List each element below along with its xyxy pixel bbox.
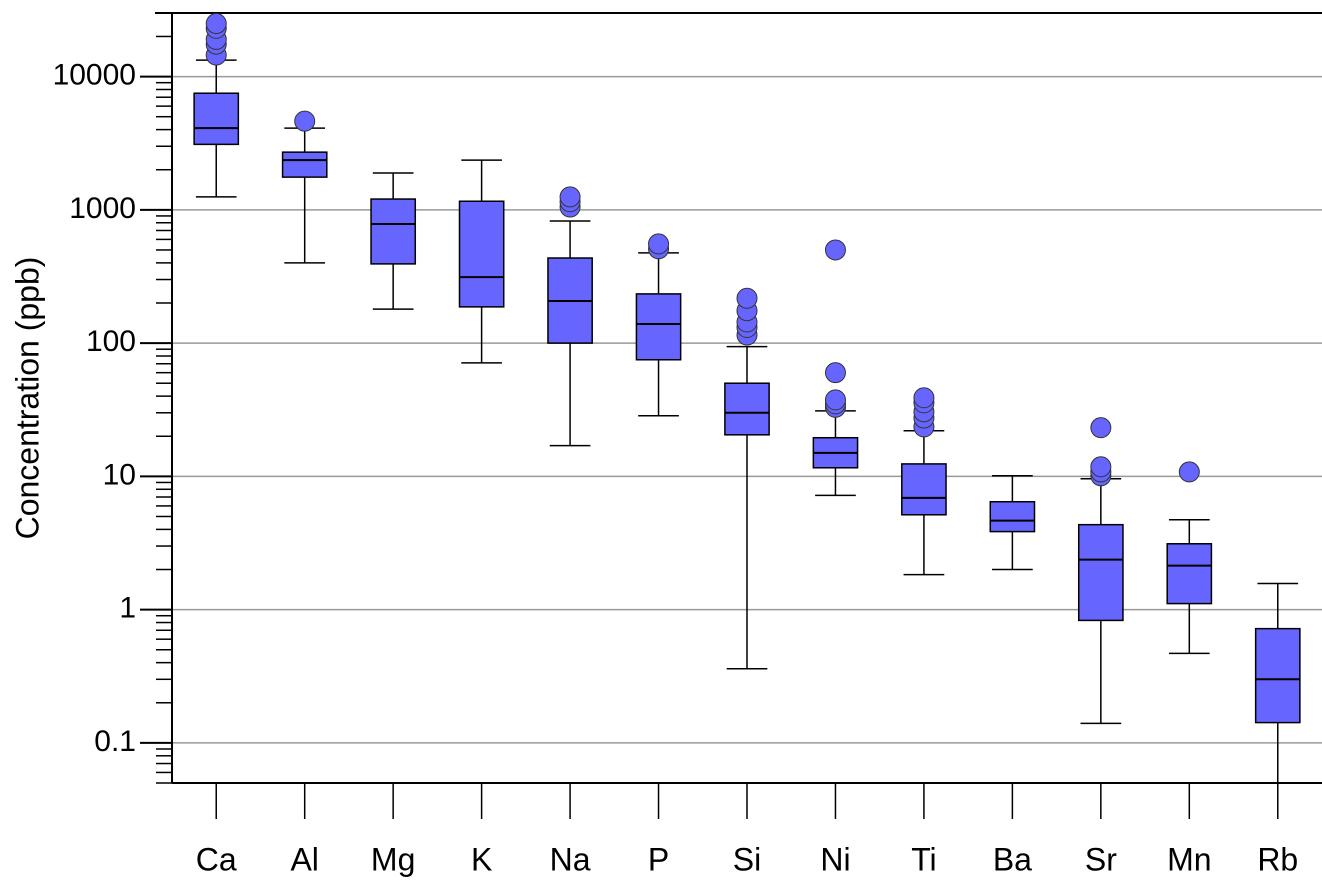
outlier bbox=[913, 387, 935, 409]
box bbox=[1254, 627, 1301, 724]
x-tick-label: Rb bbox=[1257, 841, 1298, 877]
x-tick-label: Na bbox=[550, 841, 591, 877]
x-tick-label: Mg bbox=[371, 841, 415, 877]
outlier bbox=[1090, 417, 1112, 439]
y-tick-label: 1000 bbox=[69, 192, 136, 225]
outlier bbox=[294, 110, 316, 132]
box bbox=[458, 200, 505, 308]
box bbox=[193, 92, 240, 146]
outlier bbox=[1090, 456, 1112, 478]
box bbox=[989, 500, 1036, 533]
x-tick-label: Ni bbox=[820, 841, 850, 877]
outlier bbox=[824, 239, 846, 261]
y-tick-label: 10000 bbox=[53, 59, 136, 92]
box bbox=[1077, 523, 1124, 622]
x-tick-label: Al bbox=[290, 841, 318, 877]
x-tick-label: K bbox=[471, 841, 492, 877]
y-tick-label: 100 bbox=[86, 325, 136, 358]
y-tick-label: 10 bbox=[103, 458, 136, 491]
box bbox=[1166, 543, 1213, 605]
x-tick-label: Ca bbox=[196, 841, 237, 877]
outlier bbox=[824, 389, 846, 411]
outlier bbox=[205, 13, 227, 35]
x-tick-label: Ba bbox=[993, 841, 1032, 877]
box bbox=[724, 382, 770, 436]
x-tick-label: Ti bbox=[911, 841, 936, 877]
outlier bbox=[1178, 461, 1200, 483]
x-tick-label: P bbox=[648, 841, 669, 877]
x-tick-label: Mn bbox=[1167, 841, 1211, 877]
y-tick-label: 1 bbox=[119, 592, 136, 625]
outlier bbox=[559, 186, 581, 208]
y-axis-label: Concentration (ppb) bbox=[9, 257, 45, 540]
outlier bbox=[824, 362, 846, 384]
outlier bbox=[736, 287, 758, 309]
outlier bbox=[648, 233, 670, 255]
box bbox=[281, 151, 328, 178]
box bbox=[901, 463, 947, 516]
box bbox=[635, 293, 682, 361]
y-tick-label: 0.1 bbox=[94, 725, 136, 758]
box bbox=[370, 198, 417, 265]
x-tick-label: Si bbox=[733, 841, 761, 877]
x-tick-label: Sr bbox=[1085, 841, 1117, 877]
